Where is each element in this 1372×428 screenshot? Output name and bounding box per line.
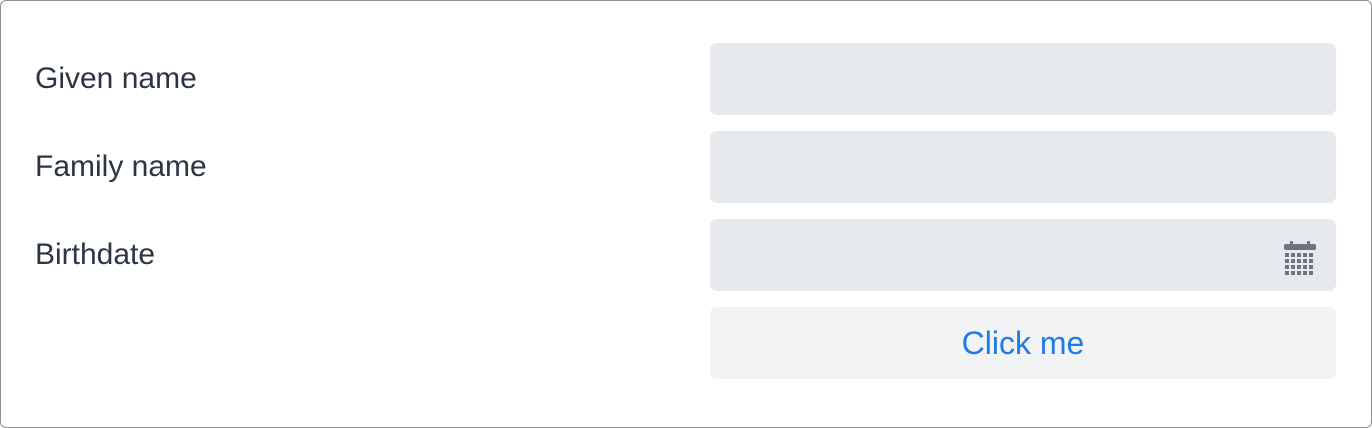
submit-row: Click me [1, 307, 1371, 379]
click-me-button[interactable]: Click me [710, 307, 1336, 379]
given-name-input[interactable] [710, 43, 1336, 115]
given-name-label: Given name [35, 62, 197, 95]
calendar-icon[interactable] [1284, 241, 1316, 275]
family-name-row: Family name [1, 131, 1371, 203]
birthdate-input[interactable] [710, 219, 1336, 291]
given-name-row: Given name [1, 43, 1371, 115]
birthdate-label: Birthdate [35, 238, 156, 271]
family-name-label: Family name [35, 150, 207, 183]
family-name-input[interactable] [710, 131, 1336, 203]
birthdate-row: Birthdate [1, 219, 1371, 291]
